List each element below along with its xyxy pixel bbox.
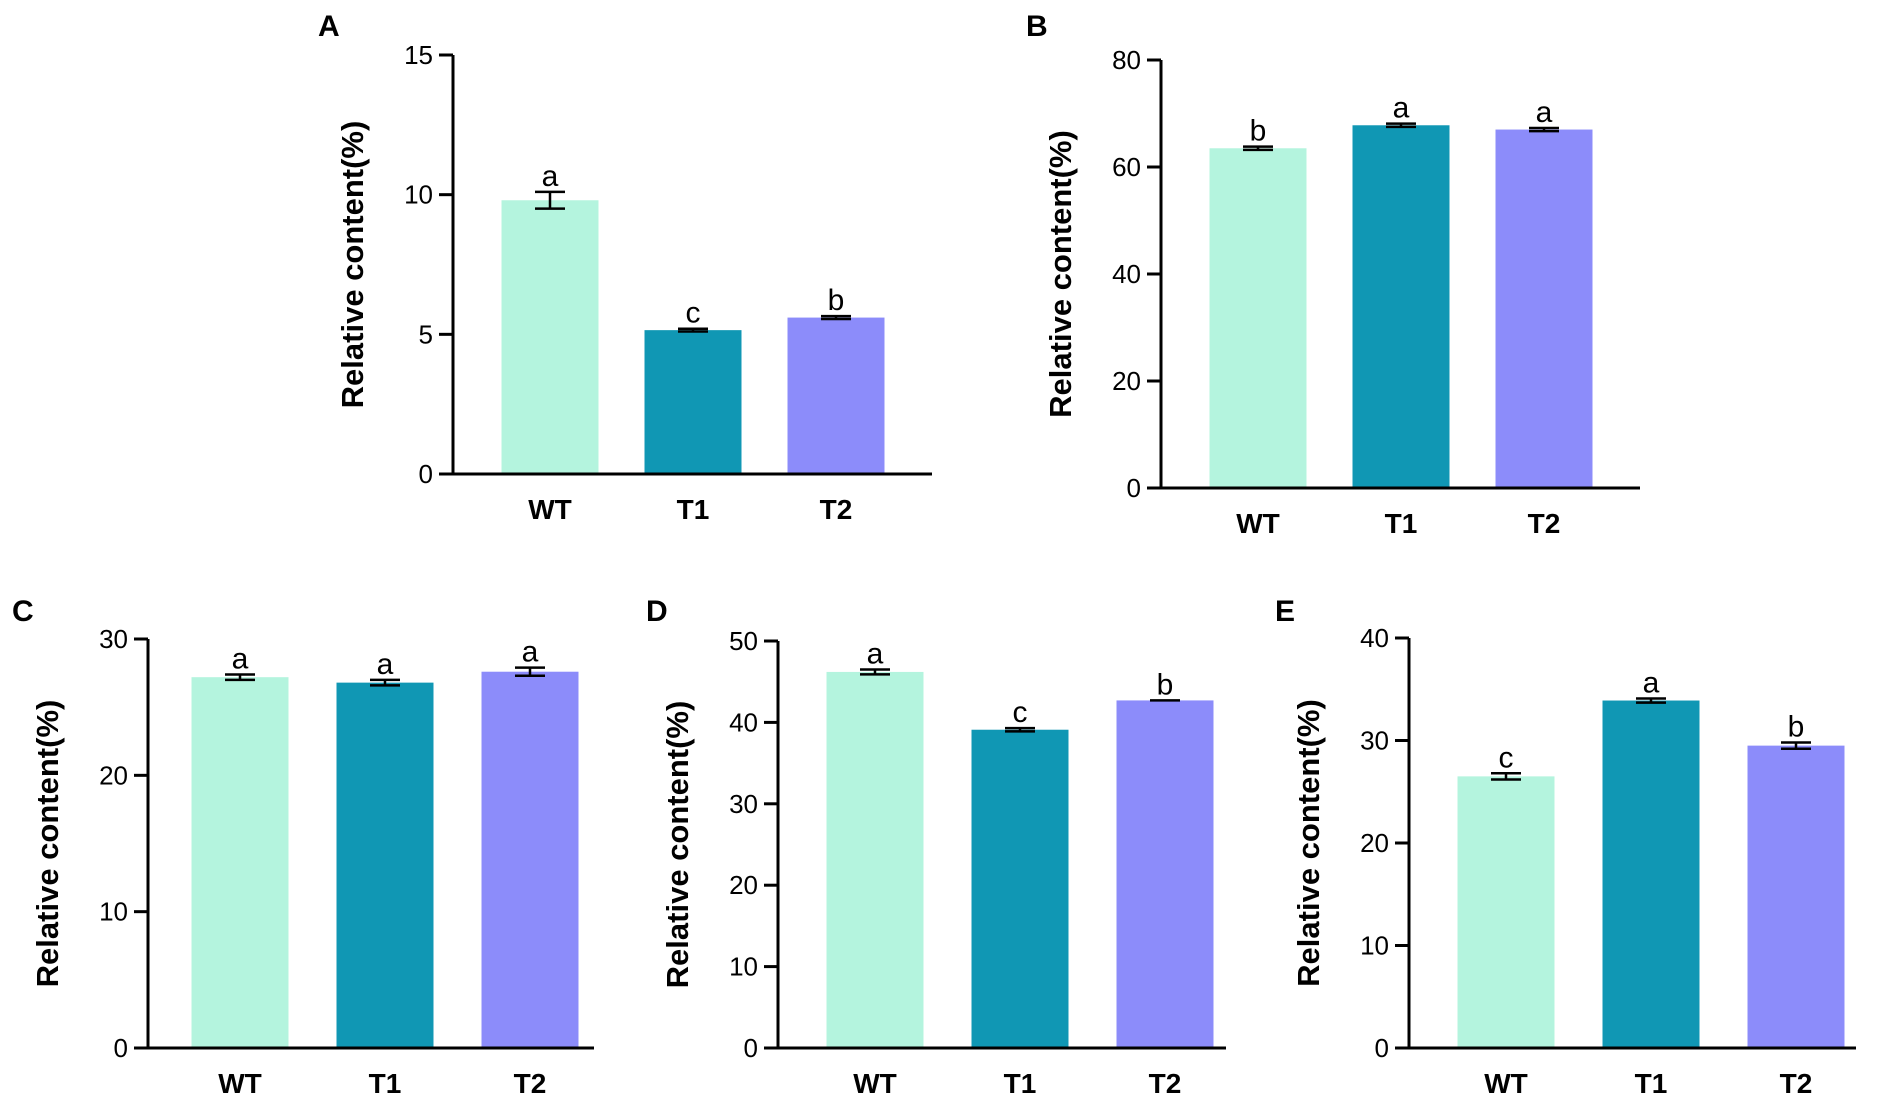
y-tick-label-d-20: 20	[729, 870, 758, 900]
significance-label-a-wt: a	[542, 160, 559, 193]
x-tick-label-c-wt: WT	[218, 1068, 262, 1099]
bar-e-wt	[1457, 776, 1555, 1048]
significance-label-a-t1: c	[686, 297, 701, 330]
error-bar-a-wt	[535, 190, 565, 210]
panel-b: Bb WT a T1 a T2 0 20 40 60 80 Relative content(%)	[1026, 10, 1640, 539]
significance-label-c-t2: a	[522, 636, 539, 669]
significance-label-e-t2: b	[1788, 711, 1805, 744]
significance-label-e-t1: a	[1643, 666, 1660, 699]
error-bar-d-t1	[1005, 726, 1035, 733]
y-tick-label-e-40: 40	[1360, 623, 1389, 653]
panel-c: Ca WT a T1 a T2 0 10 20 30 Relative content(%)	[12, 595, 594, 1099]
error-bar-e-t1	[1636, 697, 1666, 704]
y-tick-label-a-5: 5	[419, 319, 433, 349]
x-tick-label-d-t1: T1	[1004, 1068, 1037, 1099]
significance-label-e-wt: c	[1499, 741, 1514, 774]
significance-label-c-wt: a	[232, 642, 249, 675]
x-tick-label-a-t1: T1	[677, 494, 710, 525]
bar-b-wt	[1209, 148, 1307, 488]
y-tick-label-e-10: 10	[1360, 931, 1389, 961]
error-bar-c-t1	[370, 678, 400, 687]
y-tick-label-b-80: 80	[1112, 45, 1141, 75]
y-tick-label-d-10: 10	[729, 952, 758, 982]
y-tick-label-d-40: 40	[729, 707, 758, 737]
x-tick-label-e-t2: T2	[1780, 1068, 1813, 1099]
y-axis-title-e: Relative content(%)	[1291, 699, 1326, 987]
x-tick-label-a-t2: T2	[820, 494, 853, 525]
y-axis-title-d: Relative content(%)	[660, 701, 695, 989]
significance-label-b-wt: b	[1250, 115, 1267, 148]
y-tick-label-d-30: 30	[729, 789, 758, 819]
bar-d-t1	[971, 729, 1069, 1048]
bar-d-t2	[1116, 700, 1214, 1048]
x-tick-label-d-t2: T2	[1149, 1068, 1182, 1099]
significance-label-c-t1: a	[377, 648, 394, 681]
bar-a-t1	[644, 330, 742, 474]
y-tick-label-a-15: 15	[404, 40, 433, 70]
bar-d-wt	[826, 671, 924, 1048]
x-tick-label-c-t1: T1	[369, 1068, 402, 1099]
bar-e-t2	[1747, 745, 1845, 1048]
bar-b-t1	[1352, 125, 1450, 489]
significance-label-d-t1: c	[1013, 696, 1028, 729]
y-tick-label-e-30: 30	[1360, 726, 1389, 756]
y-tick-label-a-0: 0	[419, 459, 433, 489]
x-tick-label-a-wt: WT	[528, 494, 572, 525]
panel-a: Aa WT c T1 b T2 0 5 10 15 Relative content(%)	[318, 10, 932, 525]
error-bar-a-t1	[678, 327, 708, 333]
bar-e-t1	[1602, 700, 1700, 1048]
panel-letter-c: C	[12, 595, 34, 628]
x-tick-label-b-t2: T2	[1528, 508, 1561, 539]
y-axis-title-c: Relative content(%)	[30, 700, 65, 988]
y-tick-label-c-20: 20	[99, 760, 128, 790]
x-tick-label-c-t2: T2	[514, 1068, 547, 1099]
significance-label-a-t2: b	[828, 284, 845, 317]
y-tick-label-d-50: 50	[729, 626, 758, 656]
bar-c-t2	[481, 671, 579, 1048]
y-tick-label-b-0: 0	[1127, 473, 1141, 503]
y-tick-label-c-0: 0	[114, 1033, 128, 1063]
significance-label-b-t1: a	[1393, 92, 1410, 125]
y-tick-label-a-10: 10	[404, 180, 433, 210]
y-tick-label-e-0: 0	[1375, 1033, 1389, 1063]
error-bar-b-wt	[1243, 145, 1273, 152]
y-axis-title-b: Relative content(%)	[1043, 130, 1078, 418]
x-tick-label-b-t1: T1	[1385, 508, 1418, 539]
x-tick-label-e-wt: WT	[1484, 1068, 1528, 1099]
y-tick-label-b-20: 20	[1112, 366, 1141, 396]
y-tick-label-e-20: 20	[1360, 828, 1389, 858]
error-bar-e-t2	[1781, 741, 1811, 750]
panel-letter-e: E	[1275, 595, 1295, 628]
y-axis-title-a: Relative content(%)	[335, 121, 370, 409]
significance-label-d-wt: a	[867, 637, 884, 670]
error-bar-d-wt	[860, 668, 890, 676]
panel-letter-d: D	[646, 595, 668, 628]
significance-label-b-t2: a	[1536, 96, 1553, 129]
panel-letter-b: B	[1026, 10, 1048, 43]
y-tick-label-d-0: 0	[744, 1033, 758, 1063]
bar-c-t1	[336, 682, 434, 1048]
panel-e: Ec WT a T1 b T2 0 10 20 30 40 Relative content(%)	[1275, 595, 1856, 1099]
bar-a-t2	[787, 317, 885, 474]
panel-letter-a: A	[318, 10, 340, 43]
error-bar-e-wt	[1491, 772, 1521, 781]
panel-d: Da WT c T1 b T2 0 10 20 30 40 50 Relative content(%)	[646, 595, 1226, 1099]
error-bar-a-t2	[821, 314, 851, 321]
x-tick-label-e-t1: T1	[1635, 1068, 1668, 1099]
x-tick-label-b-wt: WT	[1236, 508, 1280, 539]
y-tick-label-b-40: 40	[1112, 259, 1141, 289]
significance-label-d-t2: b	[1157, 668, 1174, 701]
bar-b-t2	[1495, 129, 1593, 489]
x-tick-label-d-wt: WT	[853, 1068, 897, 1099]
y-tick-label-c-30: 30	[99, 624, 128, 654]
bar-c-wt	[191, 677, 289, 1048]
error-bar-c-t2	[515, 666, 545, 678]
error-bar-c-wt	[225, 673, 255, 682]
y-tick-label-b-60: 60	[1112, 152, 1141, 182]
bar-a-wt	[501, 200, 599, 474]
error-bar-b-t1	[1386, 122, 1416, 129]
y-tick-label-c-10: 10	[99, 897, 128, 927]
error-bar-b-t2	[1529, 126, 1559, 133]
